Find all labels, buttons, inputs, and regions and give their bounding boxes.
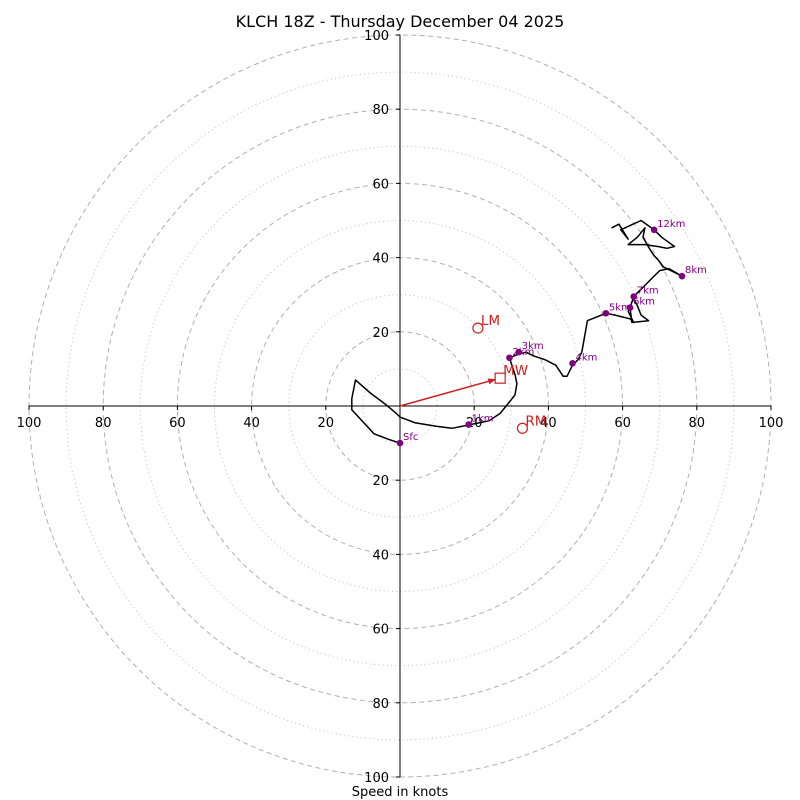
height-marker-dot <box>678 272 686 280</box>
y-tick-label: 40 <box>372 548 389 563</box>
x-axis-label: Speed in knots <box>352 785 449 800</box>
left-mover-marker <box>472 322 484 334</box>
mean-wind-arrow <box>399 378 497 407</box>
y-tick-label: 60 <box>372 177 389 192</box>
x-tick-label: 80 <box>689 416 706 431</box>
height-marker-label: 4km <box>576 352 598 363</box>
height-marker-label: 2km <box>512 347 534 358</box>
height-marker-dot <box>602 309 610 317</box>
axis-ticks: 100 80 60 40 20 20 40 60 80 100204060801002040608… <box>17 29 784 786</box>
x-tick-label: 60 <box>169 416 186 431</box>
chart-title: KLCH 18Z - Thursday December 04 2025 <box>236 12 565 31</box>
height-marker-dot <box>506 354 513 362</box>
y-tick-label: 20 <box>372 474 389 489</box>
y-tick-label: 80 <box>372 103 389 118</box>
height-marker-label: 1km <box>472 414 494 425</box>
hodograph-line <box>351 219 683 444</box>
height-marker-dot <box>396 439 404 447</box>
height-marker-label: 8km <box>685 265 707 276</box>
y-tick-label: 60 <box>372 623 389 638</box>
height-marker-dot <box>465 421 472 428</box>
x-tick-label: 100 <box>17 416 42 431</box>
x-tick-label: 80 <box>95 416 112 431</box>
height-marker-dot <box>626 304 634 311</box>
y-tick-label: 80 <box>372 697 389 712</box>
height-marker-dot <box>650 226 658 234</box>
y-tick-label: 20 <box>372 326 389 341</box>
right-mover-label: RM <box>525 413 546 429</box>
y-tick-label: 100 <box>364 29 389 44</box>
height-marker-label: Sfc <box>403 432 418 443</box>
hodograph-trace <box>351 219 683 444</box>
height-marker-label: 7km <box>637 286 659 297</box>
x-tick-label: 100 <box>759 416 784 431</box>
height-marker-label: 5km <box>609 302 631 313</box>
height-marker-dot <box>630 293 638 300</box>
mean-wind-marker <box>494 372 506 384</box>
mean-wind-label: MW <box>503 363 528 379</box>
height-marker-label: 12km <box>657 219 685 230</box>
x-tick-label: 40 <box>540 416 557 431</box>
height-marker-label: 6km <box>633 297 655 308</box>
left-mover-label: LM <box>481 313 500 329</box>
height-marker-dot <box>515 348 523 356</box>
x-tick-label: 20 <box>318 416 335 431</box>
y-tick-label: 100 <box>364 771 389 786</box>
storm-motion: LM MW RM <box>399 313 546 434</box>
x-tick-label: 40 <box>243 416 260 431</box>
height-marker-dot <box>569 360 576 367</box>
y-tick-label: 40 <box>372 252 389 267</box>
x-tick-label: 60 <box>614 416 631 431</box>
height-marker-label: 3km <box>522 341 544 352</box>
right-mover-marker <box>516 422 529 434</box>
